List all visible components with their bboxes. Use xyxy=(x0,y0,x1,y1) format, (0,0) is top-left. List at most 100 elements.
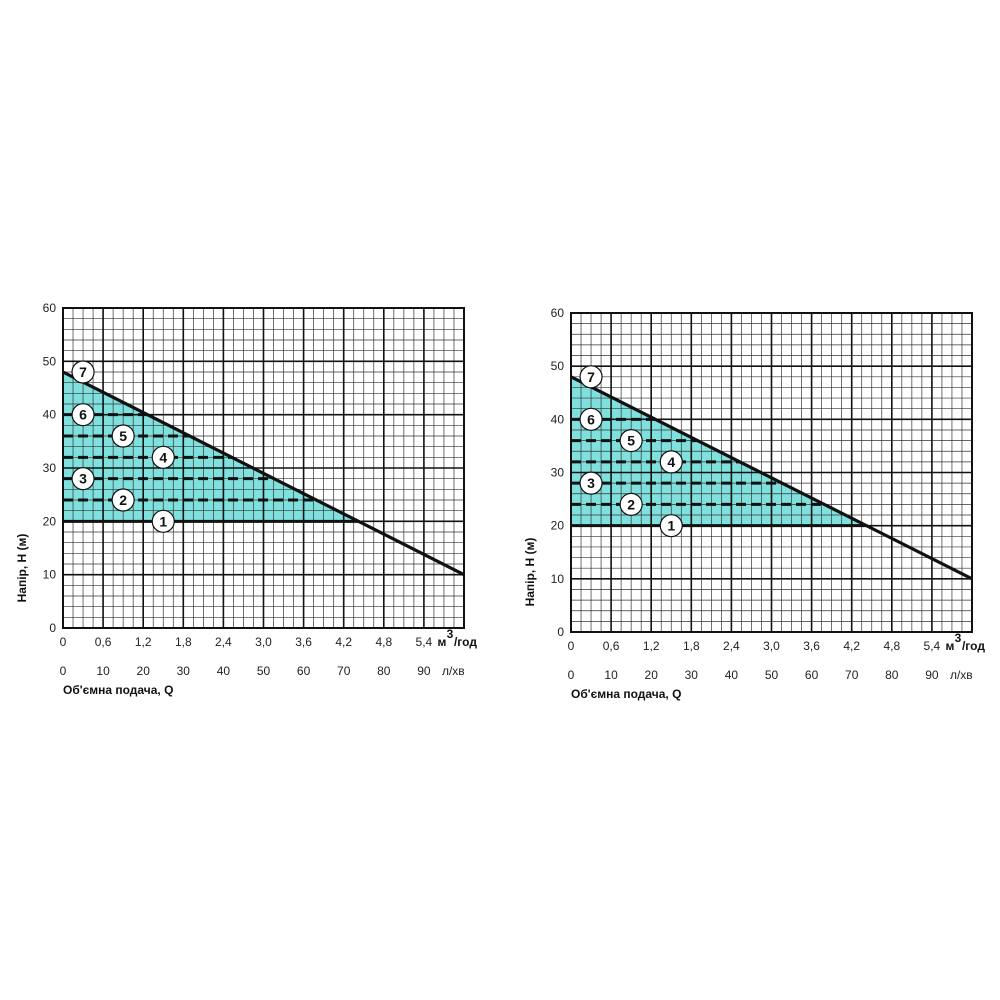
x-tick-label-lpm: 0 xyxy=(60,664,67,678)
plot-frame xyxy=(570,312,973,633)
y-tick-label: 20 xyxy=(551,519,565,533)
x-tick-label-m3h: 1,8 xyxy=(175,635,192,649)
marker-circle xyxy=(579,471,603,495)
x-tick-label-m3h: 3,6 xyxy=(803,639,820,653)
y-tick-label: 20 xyxy=(43,514,57,528)
marker-label: 1 xyxy=(667,518,675,534)
x-tick-label-m3h: 4,2 xyxy=(843,639,860,653)
marker-circle xyxy=(151,509,175,533)
marker-circle xyxy=(71,360,95,384)
x-tick-label-lpm: 90 xyxy=(925,668,939,682)
x-tick-label-lpm: 0 xyxy=(568,668,575,682)
x-tick-label-lpm: 50 xyxy=(257,664,271,678)
x-unit-secondary: л/хв xyxy=(442,664,465,678)
marker-label: 7 xyxy=(79,364,87,380)
x-tick-label-lpm: 70 xyxy=(845,668,859,682)
x-unit-primary-rest: /год xyxy=(962,639,985,653)
x-tick-label-m3h: 2,4 xyxy=(723,639,740,653)
x-tick-label-m3h: 2,4 xyxy=(215,635,232,649)
x-tick-label-m3h: 5,4 xyxy=(924,639,941,653)
x-tick-label-m3h: 4,8 xyxy=(375,635,392,649)
marker-label: 2 xyxy=(119,492,127,508)
x-tick-label-lpm: 40 xyxy=(725,668,739,682)
y-tick-label: 0 xyxy=(557,625,564,639)
pressure-level-marker-3: 3 xyxy=(71,467,95,491)
x-tick-label-lpm: 20 xyxy=(645,668,659,682)
marker-circle xyxy=(659,514,683,538)
pressure-level-marker-6: 6 xyxy=(579,407,603,431)
pressure-level-marker-7: 7 xyxy=(71,360,95,384)
x-unit-primary: м3/год xyxy=(437,627,477,649)
y-tick-label: 30 xyxy=(551,466,565,480)
pump-curve xyxy=(570,375,973,581)
x-tick-label-lpm: 30 xyxy=(685,668,699,682)
x-tick-label-lpm: 70 xyxy=(337,664,351,678)
marker-label: 4 xyxy=(667,454,675,470)
marker-label: 7 xyxy=(587,369,595,385)
plot-frame xyxy=(62,307,465,629)
x-tick-label-m3h: 3,6 xyxy=(295,635,312,649)
x-tick-label-m3h: 0,6 xyxy=(603,639,620,653)
x-tick-label-m3h: 4,2 xyxy=(335,635,352,649)
x-tick-label-m3h: 1,8 xyxy=(683,639,700,653)
x-axis-title: Об'ємна подача, Q xyxy=(63,683,173,697)
x-unit-primary-sup: 3 xyxy=(447,627,454,641)
pressure-level-marker-2: 2 xyxy=(619,492,643,516)
marker-circle xyxy=(71,467,95,491)
x-tick-label-m3h: 0,6 xyxy=(95,635,112,649)
marker-circle xyxy=(111,424,135,448)
x-tick-label-m3h: 4,8 xyxy=(883,639,900,653)
x-tick-label-m3h: 5,4 xyxy=(416,635,433,649)
x-tick-label-lpm: 20 xyxy=(137,664,151,678)
x-tick-label-lpm: 80 xyxy=(885,668,899,682)
y-tick-label: 10 xyxy=(43,568,57,582)
marker-label: 3 xyxy=(587,475,595,491)
y-tick-label: 50 xyxy=(551,359,565,373)
marker-circle xyxy=(151,445,175,469)
x-tick-label-lpm: 60 xyxy=(297,664,311,678)
marker-label: 5 xyxy=(119,428,127,444)
marker-label: 5 xyxy=(627,433,635,449)
y-tick-label: 10 xyxy=(551,572,565,586)
marker-circle xyxy=(659,450,683,474)
x-tick-label-lpm: 30 xyxy=(177,664,191,678)
marker-label: 2 xyxy=(627,496,635,512)
x-axis-title: Об'ємна подача, Q xyxy=(571,687,681,701)
y-tick-label: 50 xyxy=(43,354,57,368)
x-tick-label-m3h: 1,2 xyxy=(643,639,660,653)
x-unit-primary-base: м xyxy=(945,639,954,653)
x-unit-primary-rest: /год xyxy=(454,635,477,649)
y-axis-title: Напір, Н (м) xyxy=(15,534,29,603)
x-tick-label-lpm: 10 xyxy=(604,668,618,682)
pressure-level-marker-5: 5 xyxy=(111,424,135,448)
marker-circle xyxy=(619,429,643,453)
marker-circle xyxy=(579,365,603,389)
pressure-level-marker-4: 4 xyxy=(151,445,175,469)
x-unit-primary-base: м xyxy=(437,635,446,649)
pressure-level-marker-4: 4 xyxy=(659,450,683,474)
pressure-level-marker-1: 1 xyxy=(659,514,683,538)
x-tick-label-lpm: 50 xyxy=(765,668,779,682)
x-unit-primary: м3/год xyxy=(945,631,985,653)
y-tick-label: 30 xyxy=(43,461,57,475)
pump-curve xyxy=(62,370,465,577)
y-tick-label: 0 xyxy=(49,621,56,635)
pressure-level-marker-2: 2 xyxy=(111,488,135,512)
pressure-level-marker-5: 5 xyxy=(619,429,643,453)
y-tick-label: 60 xyxy=(551,306,565,320)
x-tick-label-lpm: 80 xyxy=(377,664,391,678)
y-tick-label: 40 xyxy=(551,412,565,426)
marker-circle xyxy=(71,403,95,427)
x-unit-secondary: л/хв xyxy=(950,668,973,682)
marker-circle xyxy=(111,488,135,512)
pressure-level-marker-1: 1 xyxy=(151,509,175,533)
pressure-level-marker-6: 6 xyxy=(71,403,95,427)
x-tick-label-m3h: 0 xyxy=(60,635,67,649)
pressure-level-marker-7: 7 xyxy=(579,365,603,389)
marker-circle xyxy=(619,492,643,516)
x-tick-label-lpm: 10 xyxy=(96,664,110,678)
y-tick-label: 60 xyxy=(43,301,57,315)
